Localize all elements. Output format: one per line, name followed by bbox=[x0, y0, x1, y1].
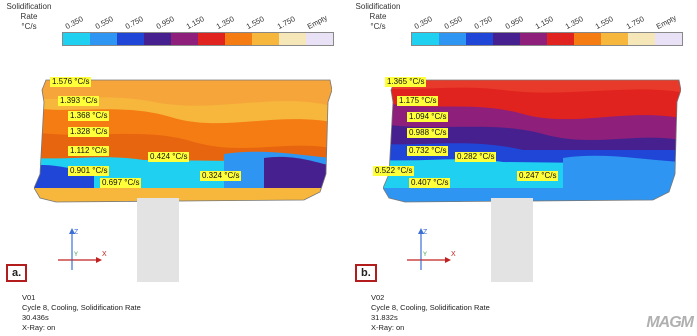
callout-label: 0.424 °C/s bbox=[148, 152, 190, 162]
callout-label: 0.282 °C/s bbox=[455, 152, 497, 162]
legend-swatch bbox=[225, 33, 252, 45]
z-axis-label: Z bbox=[423, 229, 428, 236]
legend-tick-label: 1.150 bbox=[184, 14, 206, 31]
callout-label: 1.365 °C/s bbox=[385, 77, 427, 87]
callout-label: 1.328 °C/s bbox=[68, 127, 110, 137]
legend-swatch bbox=[306, 33, 333, 45]
legend-tick-label: 1.550 bbox=[245, 14, 266, 31]
legend-swatch bbox=[628, 33, 655, 45]
callout-label: 0.324 °C/s bbox=[200, 171, 242, 181]
legend-tick-label: 1.550 bbox=[594, 14, 615, 31]
pedestal bbox=[491, 198, 533, 282]
legend-tick-label: 1.750 bbox=[275, 14, 297, 31]
legend-swatch bbox=[144, 33, 171, 45]
callout-label: 0.697 °C/s bbox=[100, 178, 142, 188]
legend-tick-label: 0.550 bbox=[93, 14, 115, 31]
axis-triad: Z Y X bbox=[58, 228, 107, 270]
legend-tick-label: 0.750 bbox=[124, 14, 146, 31]
simulation-panel-b: Solidification Rate °C/s 0.350 0.550 0.750… bbox=[349, 0, 697, 336]
y-axis-label: Y bbox=[423, 252, 427, 258]
legend-swatch bbox=[655, 33, 682, 45]
legend-tick-label: 0.750 bbox=[473, 14, 495, 31]
legend-swatch bbox=[198, 33, 225, 45]
legend-swatch bbox=[601, 33, 628, 45]
legend-title: Solidification Rate °C/s bbox=[6, 2, 52, 31]
callout-label: 0.407 °C/s bbox=[409, 178, 451, 188]
pedestal bbox=[137, 198, 179, 282]
callout-label: 0.522 °C/s bbox=[373, 166, 415, 176]
panel-tag: a. bbox=[6, 264, 28, 282]
legend-swatch bbox=[439, 33, 466, 45]
callout-label: 1.175 °C/s bbox=[397, 96, 439, 106]
callout-label: 1.393 °C/s bbox=[58, 96, 100, 106]
legend-swatch bbox=[279, 33, 306, 45]
legend-tick-label: 1.150 bbox=[533, 14, 555, 31]
magma-logo: MAGM bbox=[646, 314, 694, 331]
legend-tick-label: 1.350 bbox=[214, 14, 236, 31]
legend-swatch bbox=[520, 33, 547, 45]
x-axis-label: X bbox=[451, 251, 456, 258]
callout-label: 1.112 °C/s bbox=[68, 146, 109, 156]
legend-color-bar bbox=[62, 32, 334, 46]
legend-tick-label: 0.350 bbox=[412, 14, 434, 31]
axis-triad: Z Y X bbox=[407, 228, 456, 270]
legend-swatch bbox=[412, 33, 439, 45]
panel-caption: V01 Cycle 8, Cooling, Solidification Rat… bbox=[22, 293, 141, 332]
z-axis-label: Z bbox=[74, 229, 79, 236]
legend-color-bar bbox=[411, 32, 683, 46]
x-axis-label: X bbox=[102, 251, 107, 258]
legend-tick-label: 0.950 bbox=[503, 14, 525, 31]
legend-tick-label: 1.350 bbox=[563, 14, 585, 31]
panel-caption: V02 Cycle 8, Cooling, Solidification Rat… bbox=[371, 293, 490, 332]
legend-swatch bbox=[574, 33, 601, 45]
callout-label: 1.576 °C/s bbox=[50, 77, 92, 87]
legend-swatch bbox=[466, 33, 493, 45]
legend-title: Solidification Rate °C/s bbox=[355, 2, 401, 31]
legend-tick-label: 0.550 bbox=[442, 14, 464, 31]
legend-swatch bbox=[90, 33, 117, 45]
panel-tag: b. bbox=[355, 264, 377, 282]
legend-swatch bbox=[252, 33, 279, 45]
callout-label: 1.368 °C/s bbox=[68, 111, 110, 121]
legend-tick-label: Empty bbox=[305, 13, 329, 31]
callout-label: 0.732 °C/s bbox=[407, 146, 449, 156]
legend-swatch bbox=[493, 33, 520, 45]
callout-label: 0.247 °C/s bbox=[517, 171, 559, 181]
legend-tick-label: 0.950 bbox=[154, 14, 176, 31]
y-axis-label: Y bbox=[74, 252, 78, 258]
legend-swatch bbox=[117, 33, 144, 45]
legend-tick-label: Empty bbox=[654, 13, 678, 31]
legend-swatch bbox=[547, 33, 574, 45]
callout-label: 0.988 °C/s bbox=[407, 128, 449, 138]
callout-label: 1.094 °C/s bbox=[407, 112, 449, 122]
legend-swatch bbox=[171, 33, 198, 45]
legend-tick-label: 1.750 bbox=[624, 14, 646, 31]
legend-tick-label: 0.350 bbox=[63, 14, 85, 31]
simulation-panel-a: Solidification Rate °C/s 0.350 0.550 0.750… bbox=[0, 0, 348, 336]
callout-label: 0.901 °C/s bbox=[68, 166, 110, 176]
legend-swatch bbox=[63, 33, 90, 45]
